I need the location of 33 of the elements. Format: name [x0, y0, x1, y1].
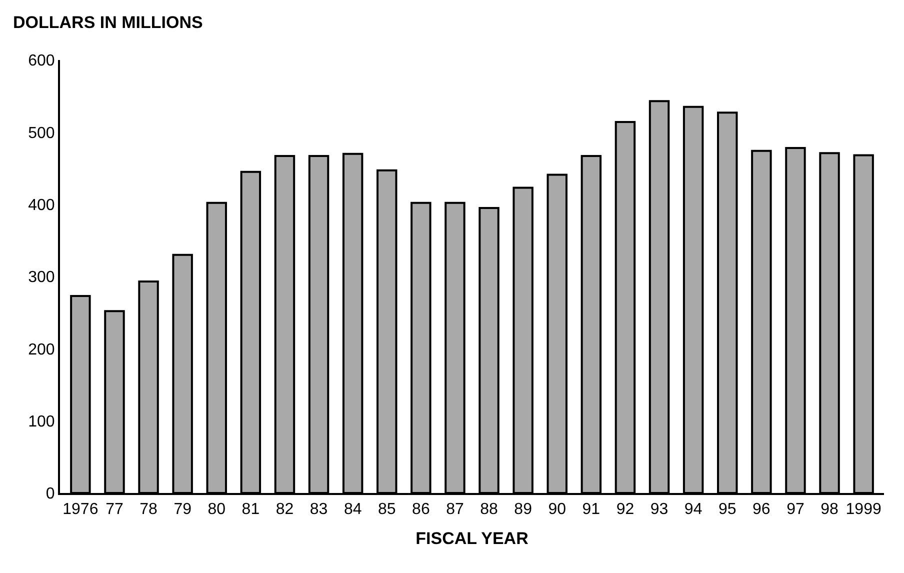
y-tick-label: 100 [28, 413, 55, 430]
x-tick-label: 77 [106, 501, 124, 518]
x-tick-label: 94 [684, 501, 702, 518]
y-tick-label: 0 [46, 486, 55, 503]
y-tick-label: 300 [28, 269, 55, 286]
y-tick-label: 500 [28, 124, 55, 142]
x-tick-label: 85 [378, 501, 396, 518]
x-tick-label: 86 [412, 501, 430, 518]
y-axis-title: DOLLARS IN MILLIONS [13, 13, 203, 32]
y-tick-label: 600 [28, 52, 55, 70]
x-tick-label: 80 [208, 501, 226, 518]
x-tick-label: 90 [548, 501, 566, 518]
y-tick-label: 400 [28, 196, 55, 214]
x-tick-label: 1976 [62, 501, 98, 518]
x-tick-label: 79 [174, 501, 192, 518]
x-tick-label: 89 [514, 501, 532, 518]
x-tick-label: 81 [242, 501, 260, 518]
x-axis-title: FISCAL YEAR [416, 529, 528, 548]
x-tick-label: 84 [344, 501, 362, 518]
y-tick-label: 200 [28, 341, 55, 358]
x-tick-label: 88 [480, 501, 498, 518]
x-tick-label: 1999 [846, 501, 882, 518]
x-tick-label: 92 [616, 501, 634, 518]
x-tick-label: 78 [140, 501, 158, 518]
x-tick-label: 93 [650, 501, 668, 518]
x-tick-label: 83 [310, 501, 328, 518]
x-tick-label: 91 [582, 501, 600, 518]
x-tick-label: 98 [820, 501, 839, 518]
x-tick-label: 87 [446, 501, 464, 518]
x-tick-label: 97 [786, 501, 804, 518]
x-tick-label: 95 [718, 501, 736, 518]
x-tick-label: 82 [276, 501, 294, 518]
x-tick-label: 96 [752, 501, 770, 518]
